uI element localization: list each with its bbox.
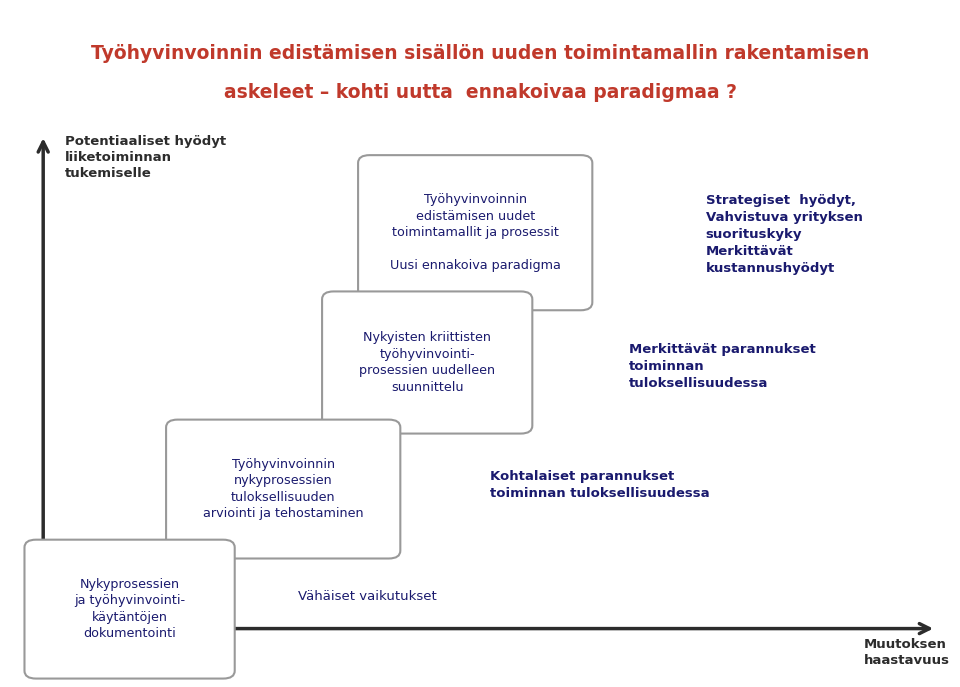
Text: Strategiset  hyödyt,
Vahvistuva yrityksen
suorituskyky
Merkittävät
kustannushyöd: Strategiset hyödyt, Vahvistuva yrityksen… (706, 194, 862, 275)
Text: Vähäiset vaikutukset: Vähäiset vaikutukset (298, 589, 437, 602)
Text: Merkittävät parannukset
toiminnan
tuloksellisuudessa: Merkittävät parannukset toiminnan tuloks… (629, 343, 816, 390)
FancyBboxPatch shape (25, 540, 234, 679)
Text: askeleet – kohti uutta  ennakoivaa paradigmaa ?: askeleet – kohti uutta ennakoivaa paradi… (224, 83, 736, 102)
Text: Hannu Pursio / HRM-Työhyvinvointipalvelut: Hannu Pursio / HRM-Työhyvinvointipalvelu… (331, 12, 629, 26)
Text: Nykyprosessien
ja työhyvinvointi-
käytäntöjen
dokumentointi: Nykyprosessien ja työhyvinvointi- käytän… (74, 578, 185, 640)
FancyBboxPatch shape (323, 291, 532, 433)
Text: Työhyvinvoinnin
nykyprosessien
tuloksellisuuden
arviointi ja tehostaminen: Työhyvinvoinnin nykyprosessien tuloksell… (203, 458, 364, 520)
Text: 10: 10 (901, 10, 926, 28)
Text: Muutoksen
haastavuus: Muutoksen haastavuus (864, 638, 950, 667)
Text: 19.11.2015: 19.11.2015 (17, 12, 97, 26)
Text: Työhyvinvoinnin
edistämisen uudet
toimintamallit ja prosessit

Uusi ennakoiva pa: Työhyvinvoinnin edistämisen uudet toimin… (390, 193, 561, 272)
FancyBboxPatch shape (358, 155, 592, 311)
Text: Kohtalaiset parannukset
toiminnan tuloksellisuudessa: Kohtalaiset parannukset toiminnan tuloks… (490, 470, 709, 499)
FancyBboxPatch shape (166, 420, 400, 559)
Text: Potentiaaliset hyödyt
liiketoiminnan
tukemiselle: Potentiaaliset hyödyt liiketoiminnan tuk… (65, 135, 227, 181)
Text: Työhyvinvoinnin edistämisen sisällön uuden toimintamallin rakentamisen: Työhyvinvoinnin edistämisen sisällön uud… (91, 45, 869, 63)
Text: Nykyisten kriittisten
työhyvinvointi-
prosessien uudelleen
suunnittelu: Nykyisten kriittisten työhyvinvointi- pr… (359, 331, 495, 394)
